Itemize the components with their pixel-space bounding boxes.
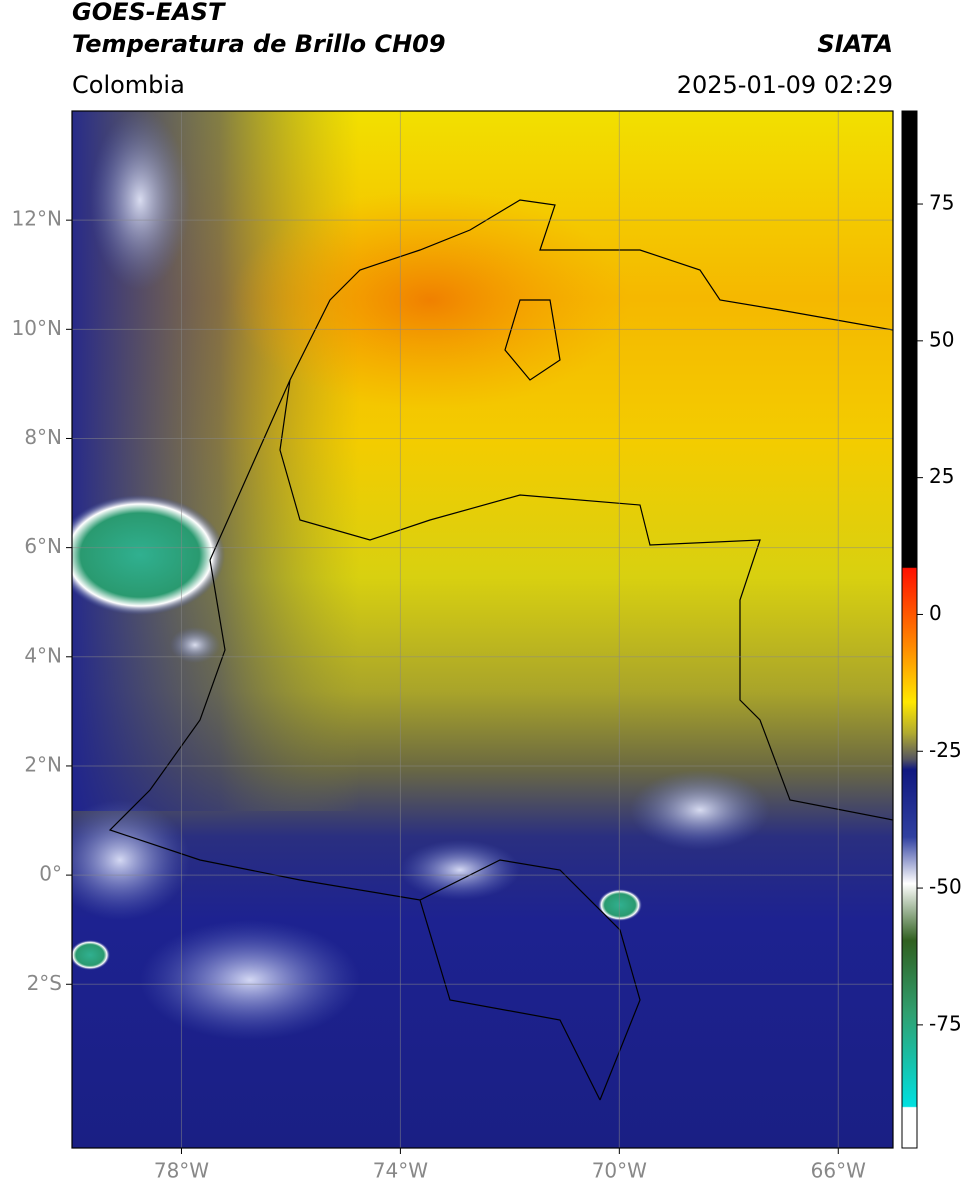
y-tick-label: 8°N — [24, 425, 62, 449]
y-tick-label: 12°N — [12, 207, 62, 231]
x-tick-label: 66°W — [811, 1159, 866, 1183]
x-tick-label: 70°W — [592, 1159, 647, 1183]
datetime: 2025-01-09 02:29 — [677, 71, 893, 99]
colorbar-tick-label: -25 — [929, 738, 962, 762]
colorbar-tick-label: 25 — [929, 464, 954, 488]
region: Colombia — [72, 71, 185, 99]
colorbar — [901, 110, 918, 1149]
subtitle: Temperatura de Brillo CH09 — [72, 30, 446, 58]
y-tick-label: 0° — [39, 862, 62, 886]
y-tick-label: 2°N — [24, 752, 62, 776]
y-tick-label: 10°N — [12, 316, 62, 340]
colorbar-tick-label: -75 — [929, 1011, 962, 1035]
imagery — [72, 111, 893, 1148]
y-tick-label: 4°N — [24, 643, 62, 667]
map-frame — [71, 110, 894, 1149]
colorbar-tick-label: 0 — [929, 601, 942, 625]
colorbar-tick-label: 75 — [929, 191, 954, 215]
x-tick-label: 74°W — [373, 1159, 428, 1183]
colorbar-tick-label: 50 — [929, 327, 954, 351]
colorbar-tick-label: -50 — [929, 875, 962, 899]
grid — [72, 111, 893, 1148]
x-tick-label: 78°W — [154, 1159, 209, 1183]
title: GOES-EAST — [72, 0, 226, 26]
y-tick-label: 6°N — [24, 534, 62, 558]
y-tick-label: 2°S — [27, 971, 62, 995]
source: SIATA — [817, 30, 893, 58]
